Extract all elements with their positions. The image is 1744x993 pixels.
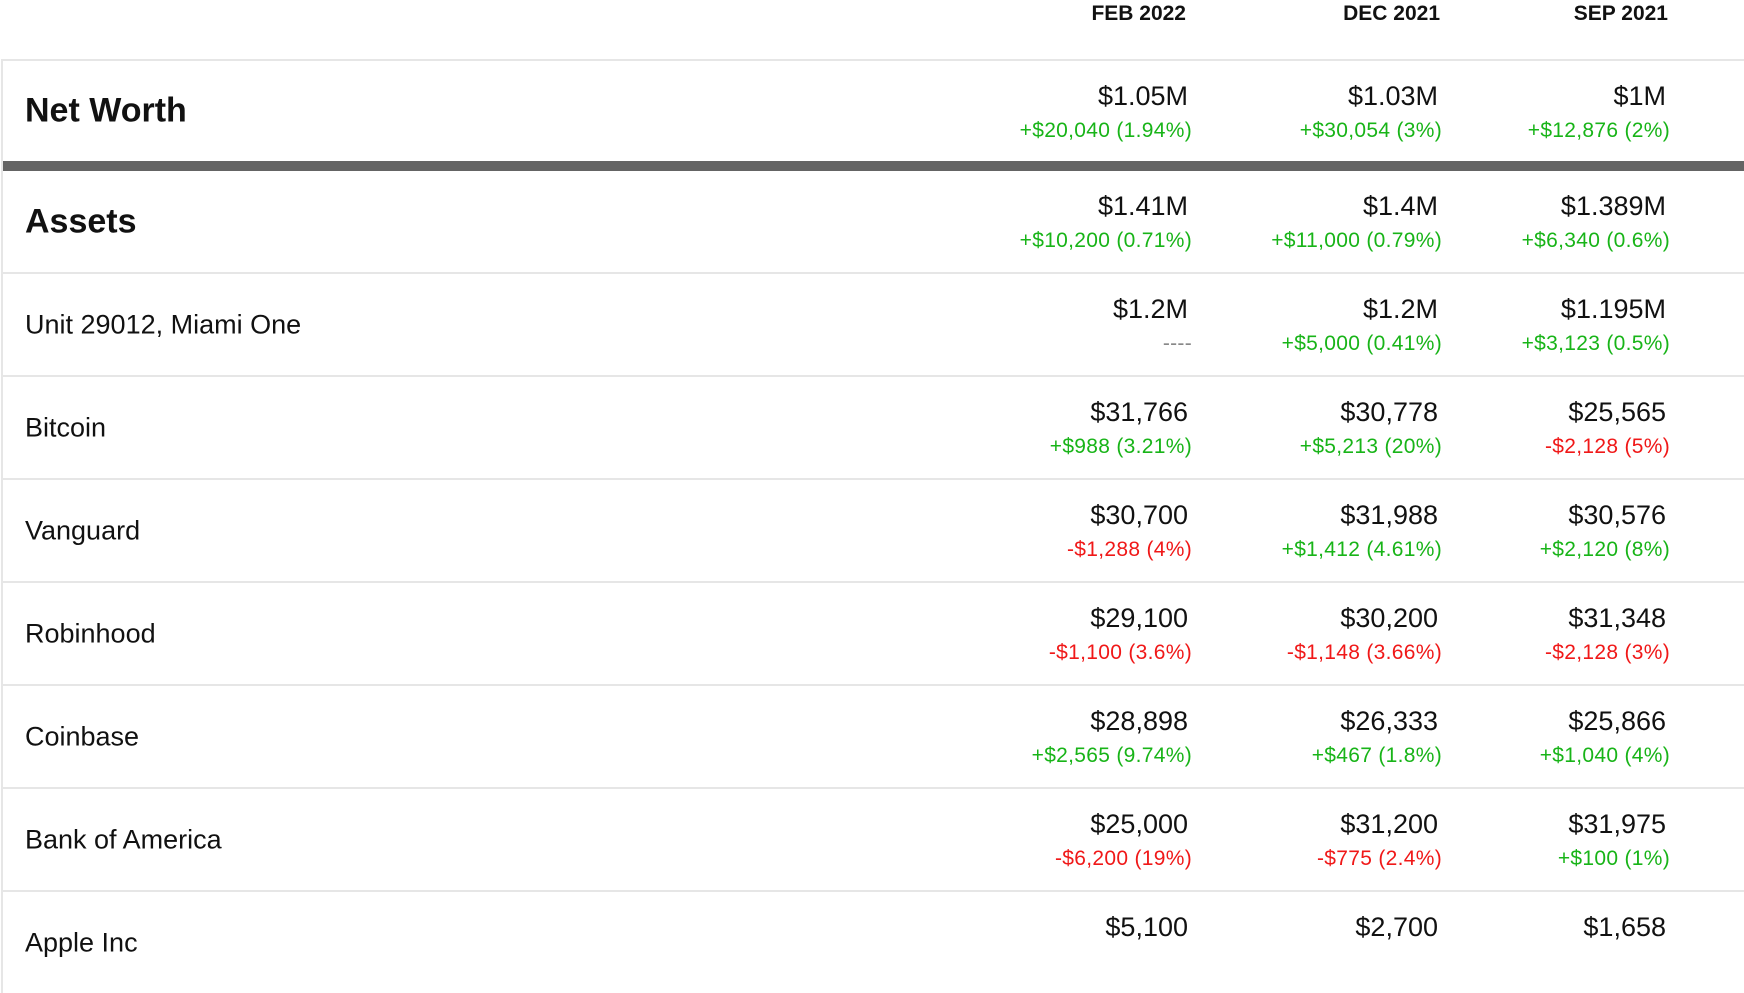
row-label: Vanguard	[25, 515, 141, 545]
change: +$20,040 (1.94%)	[1019, 119, 1192, 142]
change: +$30,054 (3%)	[1299, 119, 1442, 142]
row-label: Net Worth	[25, 91, 187, 130]
change: +$12,876 (2%)	[1527, 119, 1670, 142]
value: $28,898	[1090, 706, 1188, 736]
value: $5,100	[1105, 912, 1188, 942]
table-row[interactable]: Bitcoin $31,766 +$988 (3.21%) $30,778 +$5,21…	[3, 375, 1744, 478]
change: -$2,128 (5%)	[1545, 435, 1670, 458]
table-row[interactable]: Robinhood $29,100 -$1,100 (3.6%) $30,200 -$1…	[3, 581, 1744, 684]
value: $1.195M	[1560, 294, 1666, 324]
value: $31,766	[1090, 397, 1188, 427]
value: $31,975	[1568, 809, 1666, 839]
change: +$988 (3.21%)	[1049, 435, 1192, 458]
change: -$1,100 (3.6%)	[1048, 641, 1192, 664]
change: +$10,200 (0.71%)	[1019, 229, 1192, 252]
change: +$6,340 (0.6%)	[1521, 229, 1670, 252]
value: $1,658	[1583, 912, 1666, 942]
change: +$1,040 (4%)	[1539, 744, 1670, 767]
column-header: FEB 2022 DEC 2021 SEP 2021	[0, 0, 1744, 59]
row-label: Bitcoin	[25, 412, 107, 442]
column-header-feb-2022: FEB 2022	[1091, 2, 1186, 25]
change: +$100 (1%)	[1557, 847, 1670, 870]
net-worth-table: Net Worth $1.05M +$20,040 (1.94%) $1.03M +…	[1, 59, 1744, 993]
change: -$2,128 (3%)	[1545, 641, 1670, 664]
section-divider	[3, 161, 1744, 171]
value: $1.03M	[1347, 81, 1438, 111]
value: $26,333	[1340, 706, 1438, 736]
change: +$11,000 (0.79%)	[1271, 229, 1442, 252]
row-label: Coinbase	[25, 721, 140, 751]
change: +$2,120 (8%)	[1539, 538, 1670, 561]
row-label: Apple Inc	[25, 927, 138, 957]
change: ----	[1162, 332, 1192, 355]
value: $1.2M	[1112, 294, 1188, 324]
table-row[interactable]: Bank of America $25,000 -$6,200 (19%) $31,2…	[3, 787, 1744, 890]
change: -$1,148 (3.66%)	[1286, 641, 1442, 664]
change: -$6,200 (19%)	[1055, 847, 1192, 870]
value: $1M	[1613, 81, 1666, 111]
row-label: Bank of America	[25, 824, 222, 854]
value: $30,778	[1340, 397, 1438, 427]
row-label: Robinhood	[25, 618, 156, 648]
change: +$467 (1.8%)	[1311, 744, 1442, 767]
value: $25,000	[1090, 809, 1188, 839]
value: $31,200	[1340, 809, 1438, 839]
table-row[interactable]: Assets $1.41M +$10,200 (0.71%) $1.4M +$11,00…	[3, 171, 1744, 272]
value: $31,348	[1568, 603, 1666, 633]
change: +$5,000 (0.41%)	[1281, 332, 1442, 355]
value: $25,565	[1568, 397, 1666, 427]
value: $1.41M	[1097, 191, 1188, 221]
table-row[interactable]: Vanguard $30,700 -$1,288 (4%) $31,988 +$1,41…	[3, 478, 1744, 581]
value: $31,988	[1340, 500, 1438, 530]
value: $1.4M	[1362, 191, 1438, 221]
value: $1.389M	[1560, 191, 1666, 221]
value: $25,866	[1568, 706, 1666, 736]
row-label: Unit 29012, Miami One	[25, 309, 302, 339]
value: $30,576	[1568, 500, 1666, 530]
value: $1.05M	[1097, 81, 1188, 111]
change: +$5,213 (20%)	[1299, 435, 1442, 458]
change: +$2,565 (9.74%)	[1031, 744, 1192, 767]
table-row[interactable]: Unit 29012, Miami One $1.2M ---- $1.2M +$5,0…	[3, 272, 1744, 375]
value: $29,100	[1090, 603, 1188, 633]
value: $2,700	[1355, 912, 1438, 942]
column-header-sep-2021: SEP 2021	[1573, 2, 1668, 25]
column-header-dec-2021: DEC 2021	[1343, 2, 1440, 25]
value: $1.2M	[1362, 294, 1438, 324]
row-label: Assets	[25, 202, 137, 240]
change: +$3,123 (0.5%)	[1521, 332, 1670, 355]
value: $30,200	[1340, 603, 1438, 633]
change: -$775 (2.4%)	[1317, 847, 1442, 870]
change: -$1,288 (4%)	[1067, 538, 1192, 561]
change: +$1,412 (4.61%)	[1281, 538, 1442, 561]
value: $30,700	[1090, 500, 1188, 530]
table-row[interactable]: Coinbase $28,898 +$2,565 (9.74%) $26,333 +$4…	[3, 684, 1744, 787]
net-worth-row[interactable]: Net Worth $1.05M +$20,040 (1.94%) $1.03M +…	[3, 59, 1744, 161]
